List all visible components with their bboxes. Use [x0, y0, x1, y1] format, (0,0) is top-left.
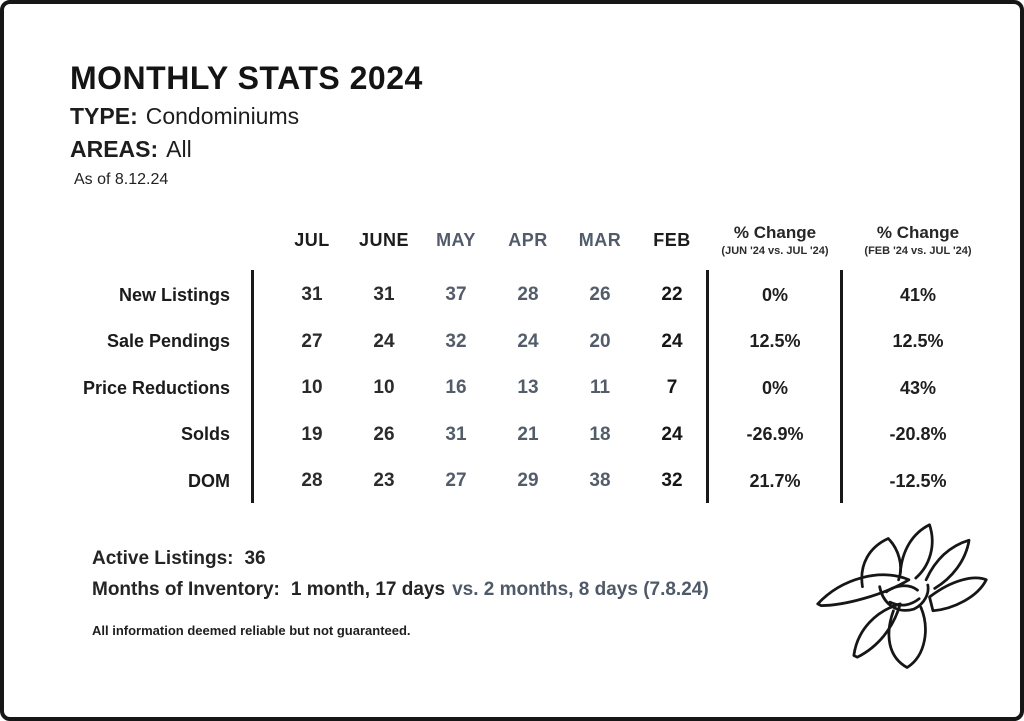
table-row: Price Reductions 10 10 16 13 11 7 0% 43% — [4, 365, 994, 412]
divider-labels — [251, 270, 254, 503]
table-row: New Listings 31 31 37 28 26 22 0% 41% — [4, 272, 994, 319]
active-listings-value: 36 — [244, 548, 266, 569]
col-header-feb: FEB — [653, 229, 691, 250]
stats-table: JUL JUNE MAY APR MAR FEB % Change (JUN '… — [4, 216, 994, 505]
areas-value: All — [166, 136, 192, 162]
row-label-sale-pendings: Sale Pendings — [106, 331, 230, 352]
active-listings-label: Active Listings: — [92, 548, 234, 569]
header: MONTHLY STATS 2024 TYPE: Condominiums ARE… — [70, 60, 423, 189]
col-header-mar: MAR — [578, 229, 622, 250]
areas-label: AREAS: — [70, 136, 159, 162]
as-of-date: As of 8.12.24 — [74, 171, 169, 188]
type-label: TYPE: — [70, 103, 138, 129]
page-title: MONTHLY STATS 2024 — [70, 60, 423, 96]
row-label-dom: DOM — [188, 470, 230, 491]
table-row: Solds 19 26 31 21 18 24 -26.9% -20.8% — [4, 412, 994, 459]
table-row: Sale Pendings 27 24 32 24 20 24 12.5% 12… — [4, 319, 994, 366]
type-value: Condominiums — [145, 103, 300, 129]
disclaimer-text: All information deemed reliable but not … — [92, 623, 411, 638]
footer: Active Listings: 36 Months of Inventory: 1… — [92, 548, 709, 638]
row-label-price-reductions: Price Reductions — [82, 377, 230, 398]
inventory-compare: vs. 2 months, 8 days (7.8.24) — [452, 579, 709, 600]
inventory-current: 1 month, 17 days — [290, 579, 446, 600]
divider-pct2 — [840, 270, 843, 503]
divider-pct1 — [706, 270, 709, 503]
table-body: New Listings 31 31 37 28 26 22 0% 41% Sa… — [4, 270, 994, 505]
col-header-pct-change-jun: % Change (JUN '24 vs. JUL '24) — [721, 223, 829, 257]
areas-line: AREAS: All — [70, 136, 423, 163]
active-listings-line: Active Listings: 36 — [92, 548, 709, 570]
inventory-line: Months of Inventory: 1 month, 17 days vs. … — [92, 579, 709, 601]
magnolia-flower-icon — [816, 523, 988, 669]
inventory-label: Months of Inventory: — [92, 579, 280, 600]
table-row: DOM 28 23 27 29 38 32 21.7% -12.5% — [4, 458, 994, 505]
col-header-jul: JUL — [294, 229, 330, 250]
col-header-pct-change-feb: % Change (FEB '24 vs. JUL '24) — [864, 223, 972, 257]
row-label-new-listings: New Listings — [118, 284, 230, 305]
type-line: TYPE: Condominiums — [70, 103, 423, 130]
col-header-june: JUNE — [358, 229, 409, 250]
col-header-apr: APR — [508, 229, 548, 250]
col-header-may: MAY — [436, 229, 476, 250]
table-header-row: JUL JUNE MAY APR MAR FEB % Change (JUN '… — [4, 216, 994, 272]
row-label-solds: Solds — [180, 424, 230, 445]
